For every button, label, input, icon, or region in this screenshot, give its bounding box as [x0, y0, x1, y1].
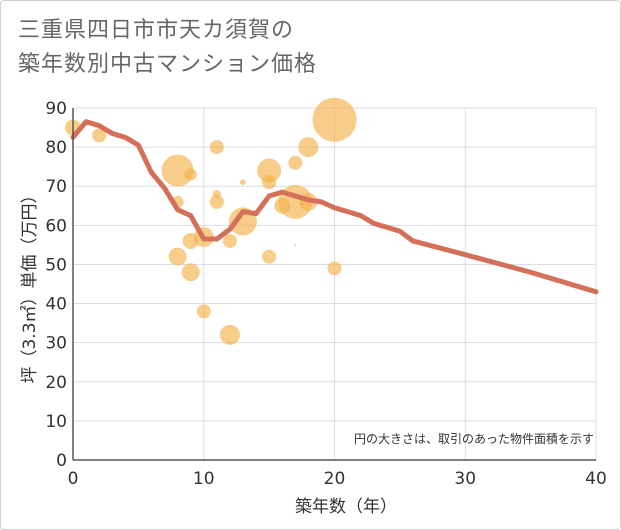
x-tick-label: 30 — [454, 469, 476, 489]
data-bubble — [312, 97, 357, 142]
data-bubble — [262, 249, 277, 264]
data-bubble — [219, 324, 240, 345]
x-tick-label: 0 — [68, 469, 79, 489]
y-tick-label: 70 — [45, 177, 67, 197]
x-tick-label: 20 — [324, 469, 346, 489]
y-tick-label: 90 — [45, 99, 67, 119]
x-tick-label: 40 — [585, 469, 607, 489]
data-bubble — [168, 247, 187, 266]
data-bubble — [209, 194, 224, 209]
y-tick-label: 40 — [45, 295, 67, 315]
data-bubble — [262, 175, 277, 190]
x-tick-label: 10 — [193, 469, 215, 489]
y-axis-label: 坪（3.3㎡）単価（万円） — [20, 186, 40, 383]
y-tick-label: 50 — [45, 255, 67, 275]
data-bubble — [222, 233, 237, 248]
data-bubble — [209, 140, 224, 155]
y-tick-label: 80 — [45, 138, 67, 158]
data-bubble — [239, 179, 246, 186]
bubble-size-note: 円の大きさは、取引のあった物件面積を示す — [354, 431, 594, 446]
chart-title-line-2: 築年数別中古マンション価格 — [18, 52, 318, 77]
data-bubble — [294, 243, 297, 246]
y-tick-label: 30 — [45, 334, 67, 354]
data-bubble — [327, 261, 342, 276]
data-bubble — [288, 155, 303, 170]
x-axis-label: 築年数（年） — [295, 497, 397, 517]
chart-title: 三重県四日市市天カ須賀の 築年数別中古マンション価格 — [18, 14, 317, 82]
trend-line-group — [70, 119, 599, 295]
grid — [73, 107, 597, 460]
data-bubble — [181, 263, 200, 282]
data-bubble — [298, 137, 319, 158]
bubble-series — [65, 97, 357, 345]
y-tick-label: 0 — [56, 451, 67, 471]
axes — [72, 108, 596, 461]
data-bubble — [161, 154, 194, 187]
data-bubble — [184, 168, 197, 181]
data-bubble — [92, 128, 107, 143]
data-bubble — [257, 158, 282, 183]
y-tick-label: 20 — [45, 373, 67, 393]
average-price-line — [70, 119, 599, 295]
chart-title-line-1: 三重県四日市市天カ須賀の — [18, 18, 295, 43]
y-tick-label: 10 — [45, 412, 67, 432]
tick-labels: 0 10 20 30 40 50 60 70 80 90 0 10 20 30 40 — [45, 99, 606, 489]
y-tick-label: 60 — [45, 216, 67, 236]
data-bubble — [196, 304, 211, 319]
